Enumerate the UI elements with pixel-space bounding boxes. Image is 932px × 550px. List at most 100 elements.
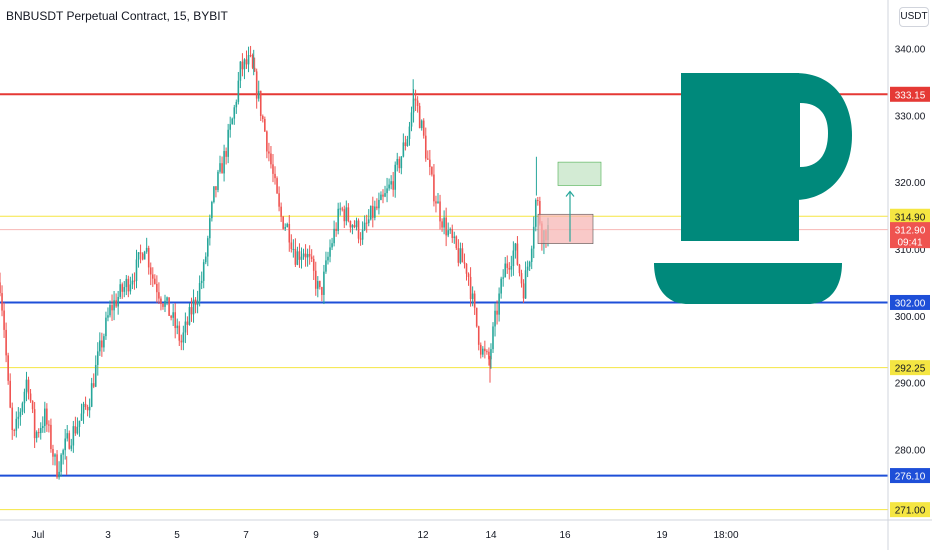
candle-body	[526, 266, 529, 271]
candle-body	[99, 340, 101, 352]
candle-body	[331, 243, 333, 248]
candle-body	[486, 351, 488, 353]
price-label-box	[890, 222, 930, 249]
candle-body	[268, 151, 270, 154]
candle-body	[241, 61, 244, 70]
candle-body	[512, 250, 515, 267]
candle-body	[441, 221, 443, 228]
candle-body	[416, 100, 419, 106]
candle-body	[137, 252, 140, 260]
candle-body	[249, 55, 252, 57]
candle-body	[213, 186, 215, 202]
price-tick-label: 290.00	[895, 379, 926, 390]
candle-body	[149, 267, 152, 275]
price-tick-label: 310.00	[895, 245, 926, 256]
candle-body	[482, 348, 484, 355]
time-tick-label: 9	[313, 530, 319, 541]
candle-body	[372, 205, 374, 218]
candle-body	[378, 199, 380, 209]
candle-body	[164, 300, 166, 307]
candle-body	[484, 348, 486, 352]
candle-body	[39, 427, 42, 434]
target-zone-box	[557, 161, 602, 186]
candle-body	[427, 158, 429, 160]
candle-body	[200, 280, 203, 284]
candle-body	[367, 219, 370, 224]
candle-body	[92, 383, 95, 387]
candle-body	[211, 201, 213, 219]
candle-body	[66, 433, 69, 439]
candle-body	[209, 218, 211, 239]
candle-body	[439, 201, 441, 222]
candle-body	[319, 281, 321, 288]
candle-body	[188, 307, 191, 325]
candle-body	[314, 270, 317, 289]
candle-body	[337, 208, 339, 231]
currency-selector[interactable]: USDT	[899, 7, 929, 27]
candle-body	[341, 208, 344, 210]
candle-body	[62, 450, 64, 455]
candle-body	[29, 393, 32, 401]
candle-body	[3, 310, 5, 330]
candle-body	[33, 409, 36, 439]
candle-body	[217, 171, 219, 190]
candle-body	[186, 321, 189, 325]
candle-body	[35, 432, 38, 439]
time-tick-label: 3	[105, 530, 111, 541]
candle-body	[117, 296, 119, 307]
candle-body	[310, 256, 313, 259]
cup-body-shape	[681, 73, 799, 241]
price-tick-label: 340.00	[895, 45, 926, 56]
candle-body	[60, 454, 62, 472]
candle-body	[539, 201, 541, 224]
price-label-314.90: 314.90	[895, 212, 926, 223]
candle-body	[522, 283, 525, 299]
candle-body	[369, 205, 372, 220]
candle-body	[304, 253, 307, 258]
candle-body	[392, 181, 394, 190]
candle-body	[233, 107, 236, 119]
price-tick-label: 280.00	[895, 446, 926, 457]
candle-body	[127, 278, 130, 292]
candle-body	[48, 424, 50, 426]
price-label-box	[890, 468, 930, 484]
candle-body	[321, 287, 323, 295]
candle-body	[445, 217, 447, 236]
price-axis: 340.00 330.00 320.00 310.00 300.00 290.00 280.…	[887, 0, 932, 550]
bar-countdown: 09:41	[897, 238, 922, 249]
candle-body	[261, 115, 264, 119]
candle-body	[365, 222, 368, 224]
candle-body	[290, 242, 293, 250]
candle-body	[151, 274, 154, 279]
candle-body	[420, 120, 423, 129]
candle-body	[465, 263, 468, 274]
candle-body	[259, 90, 262, 116]
candle-body	[351, 225, 354, 228]
candle-body	[418, 105, 421, 129]
candle-body	[496, 310, 498, 315]
candle-body	[359, 238, 362, 240]
candle-body	[198, 283, 201, 301]
candle-body	[388, 184, 390, 189]
candle-body	[255, 71, 258, 99]
saucer	[654, 263, 842, 304]
candle-body	[31, 400, 34, 410]
candle-body	[518, 264, 521, 274]
candle-body	[508, 267, 511, 270]
candle-body	[78, 420, 81, 427]
candle-body	[327, 256, 329, 261]
candle-body	[471, 293, 474, 299]
candle-body	[202, 262, 205, 281]
candle-body	[500, 278, 502, 294]
candle-body	[276, 178, 278, 194]
candle-body	[239, 61, 242, 81]
candle-body	[13, 430, 16, 432]
candle-body	[361, 229, 364, 240]
candle-body	[296, 251, 299, 265]
candle-body	[41, 426, 44, 428]
candle-body	[119, 284, 121, 297]
candle-body	[178, 325, 181, 341]
candle-body	[70, 445, 73, 449]
candle-body	[506, 263, 509, 268]
